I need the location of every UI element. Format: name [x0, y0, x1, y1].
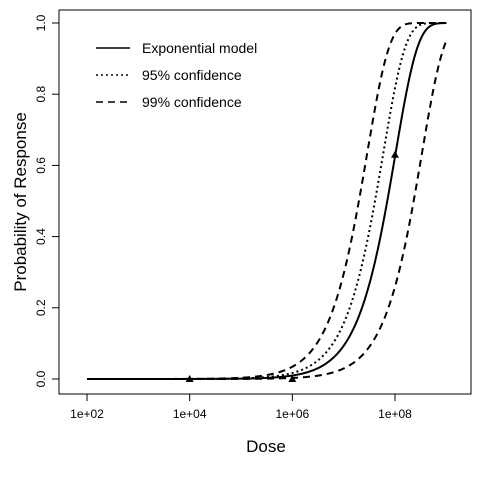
x-tick-label: 1e+04: [173, 407, 207, 421]
series-curves: [87, 22, 448, 380]
y-axis: 0.0 0.2 0.4 0.6 0.8 1.0: [34, 14, 60, 387]
legend: Exponential model 95% confidence 99% confi…: [96, 40, 257, 110]
data-point: [185, 375, 194, 382]
x-axis-label: Dose: [246, 437, 286, 456]
plot-frame: [58, 9, 472, 395]
y-axis-label: Probability of Response: [11, 112, 30, 292]
series-line-2: [87, 22, 447, 380]
x-tick-label: 1e+06: [275, 407, 309, 421]
legend-label: 95% confidence: [142, 67, 242, 83]
y-tick-label: 0.2: [34, 299, 48, 316]
y-tick-label: 0.4: [34, 228, 48, 245]
y-tick-label: 0.6: [34, 157, 48, 174]
y-tick-label: 0.8: [34, 86, 48, 103]
legend-label: Exponential model: [142, 40, 257, 56]
legend-label: 99% confidence: [142, 94, 242, 110]
series-line-1: [87, 22, 447, 380]
series-line-0: [87, 22, 447, 380]
y-tick-label: 1.0: [34, 14, 48, 31]
x-axis: 1e+02 1e+04 1e+06 1e+08: [70, 393, 412, 421]
observed-points: [185, 150, 399, 382]
x-tick-label: 1e+08: [378, 407, 412, 421]
y-tick-label: 0.0: [34, 370, 48, 387]
data-point: [288, 375, 297, 382]
series-line-3: [87, 40, 448, 380]
data-point: [391, 150, 399, 158]
x-tick-label: 1e+02: [70, 407, 104, 421]
